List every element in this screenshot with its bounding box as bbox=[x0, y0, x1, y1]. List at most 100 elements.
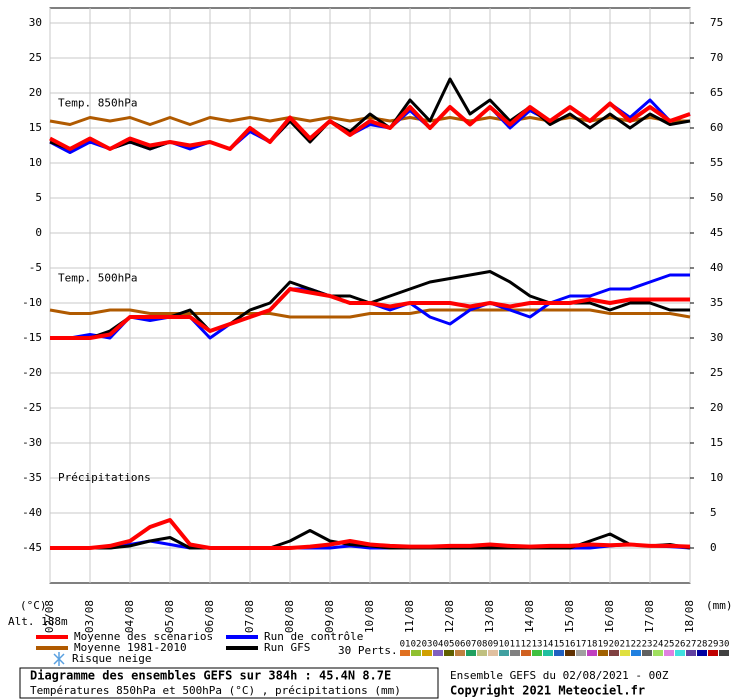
y2-tick-label: 15 bbox=[710, 436, 723, 449]
y-tick-label: -20 bbox=[22, 366, 42, 379]
member-swatch bbox=[565, 650, 575, 656]
member-label: 06 bbox=[455, 640, 466, 650]
members-label: 30 Perts. bbox=[338, 644, 398, 657]
series-line bbox=[49, 77, 691, 151]
footer-subtitle: Températures 850hPa et 500hPa (°C) , pré… bbox=[30, 684, 401, 697]
y2-tick-label: 70 bbox=[710, 51, 723, 64]
member-label: 15 bbox=[554, 640, 565, 650]
member-label: 10 bbox=[499, 640, 510, 650]
member-swatch bbox=[609, 650, 619, 656]
member-swatch bbox=[422, 650, 432, 656]
x-tick-label: 05/08 bbox=[163, 600, 176, 633]
member-label: 22 bbox=[631, 640, 642, 650]
member-label: 29 bbox=[708, 640, 719, 650]
altitude: Alt. 188m bbox=[8, 615, 68, 628]
member-label: 09 bbox=[488, 640, 499, 650]
member-swatch bbox=[719, 650, 729, 656]
y2-tick-label: 45 bbox=[710, 226, 723, 239]
member-swatch bbox=[642, 650, 652, 656]
member-label: 13 bbox=[532, 640, 543, 650]
y-tick-label: -15 bbox=[22, 331, 42, 344]
y-tick-label: 25 bbox=[29, 51, 42, 64]
member-label: 20 bbox=[609, 640, 620, 650]
x-tick-label: 11/08 bbox=[403, 600, 416, 633]
y-tick-label: -25 bbox=[22, 401, 42, 414]
member-swatch bbox=[455, 650, 465, 656]
legend-label: Run de contrôle bbox=[264, 630, 363, 643]
member-swatch bbox=[543, 650, 553, 656]
y2-tick-label: 55 bbox=[710, 156, 723, 169]
series-line bbox=[49, 116, 690, 126]
y-tick-label: 5 bbox=[35, 191, 42, 204]
member-label: 14 bbox=[543, 640, 554, 650]
y-tick-label: -35 bbox=[22, 471, 42, 484]
member-label: 18 bbox=[587, 640, 598, 650]
y-tick-label: 30 bbox=[29, 16, 42, 29]
panel-label: Temp. 850hPa bbox=[58, 97, 137, 110]
series-line bbox=[49, 308, 691, 319]
copyright: Copyright 2021 Meteociel.fr bbox=[450, 684, 645, 698]
legend-label: Moyenne des scénarios bbox=[74, 630, 213, 643]
y2-tick-label: 0 bbox=[710, 541, 717, 554]
run-info: Ensemble GEFS du 02/08/2021 - 00Z bbox=[450, 669, 669, 682]
member-swatch bbox=[664, 650, 674, 656]
member-label: 08 bbox=[477, 640, 488, 650]
series-line bbox=[50, 287, 690, 340]
member-swatch bbox=[510, 650, 520, 656]
legend-label: Moyenne 1981-2010 bbox=[74, 641, 187, 654]
y2-tick-label: 60 bbox=[710, 121, 723, 134]
member-label: 30 bbox=[719, 640, 730, 650]
member-swatch bbox=[411, 650, 421, 656]
x-tick-label: 06/08 bbox=[203, 600, 216, 633]
member-swatch bbox=[697, 650, 707, 656]
snow-icon bbox=[53, 652, 65, 666]
member-swatch bbox=[400, 650, 410, 656]
panel-label: Temp. 500hPa bbox=[58, 272, 137, 285]
y2-tick-label: 65 bbox=[710, 86, 723, 99]
member-swatch bbox=[444, 650, 454, 656]
member-label: 11 bbox=[510, 640, 521, 650]
member-swatch bbox=[488, 650, 498, 656]
series-line bbox=[50, 539, 691, 550]
member-label: 01 bbox=[400, 640, 411, 650]
y-tick-label: -10 bbox=[22, 296, 42, 309]
y2-tick-label: 30 bbox=[710, 331, 723, 344]
x-tick-label: 16/08 bbox=[603, 600, 616, 633]
y-tick-label: -40 bbox=[22, 506, 42, 519]
x-tick-label: 10/08 bbox=[363, 600, 376, 633]
footer-box bbox=[19, 667, 439, 699]
member-swatch bbox=[686, 650, 696, 656]
member-swatch bbox=[675, 650, 685, 656]
member-swatch bbox=[532, 650, 542, 656]
y2-tick-label: 35 bbox=[710, 296, 723, 309]
y-tick-label: 20 bbox=[29, 86, 42, 99]
member-label: 27 bbox=[686, 640, 697, 650]
member-label: 12 bbox=[521, 640, 532, 650]
member-swatch bbox=[477, 650, 487, 656]
member-label: 26 bbox=[675, 640, 686, 650]
member-swatch bbox=[521, 650, 531, 656]
member-swatch bbox=[587, 650, 597, 656]
member-label: 17 bbox=[576, 640, 587, 650]
y-tick-label: 10 bbox=[29, 156, 42, 169]
y-tick-label: -30 bbox=[22, 436, 42, 449]
x-tick-label: 18/08 bbox=[683, 600, 696, 633]
member-label: 03 bbox=[422, 640, 433, 650]
legend-label: Run GFS bbox=[264, 641, 310, 654]
y2-unit: (mm) bbox=[706, 599, 733, 612]
member-swatch bbox=[466, 650, 476, 656]
x-tick-label: 08/08 bbox=[283, 600, 296, 633]
member-label: 23 bbox=[642, 640, 653, 650]
y2-tick-label: 10 bbox=[710, 471, 723, 484]
x-tick-label: 07/08 bbox=[243, 600, 256, 633]
member-label: 28 bbox=[697, 640, 708, 650]
member-label: 02 bbox=[411, 640, 422, 650]
x-tick-label: 12/08 bbox=[443, 600, 456, 633]
member-swatch bbox=[598, 650, 608, 656]
x-tick-label: 04/08 bbox=[123, 600, 136, 633]
series-line bbox=[49, 101, 691, 151]
member-label: 07 bbox=[466, 640, 477, 650]
y2-tick-label: 5 bbox=[710, 506, 717, 519]
y2-tick-label: 40 bbox=[710, 261, 723, 274]
